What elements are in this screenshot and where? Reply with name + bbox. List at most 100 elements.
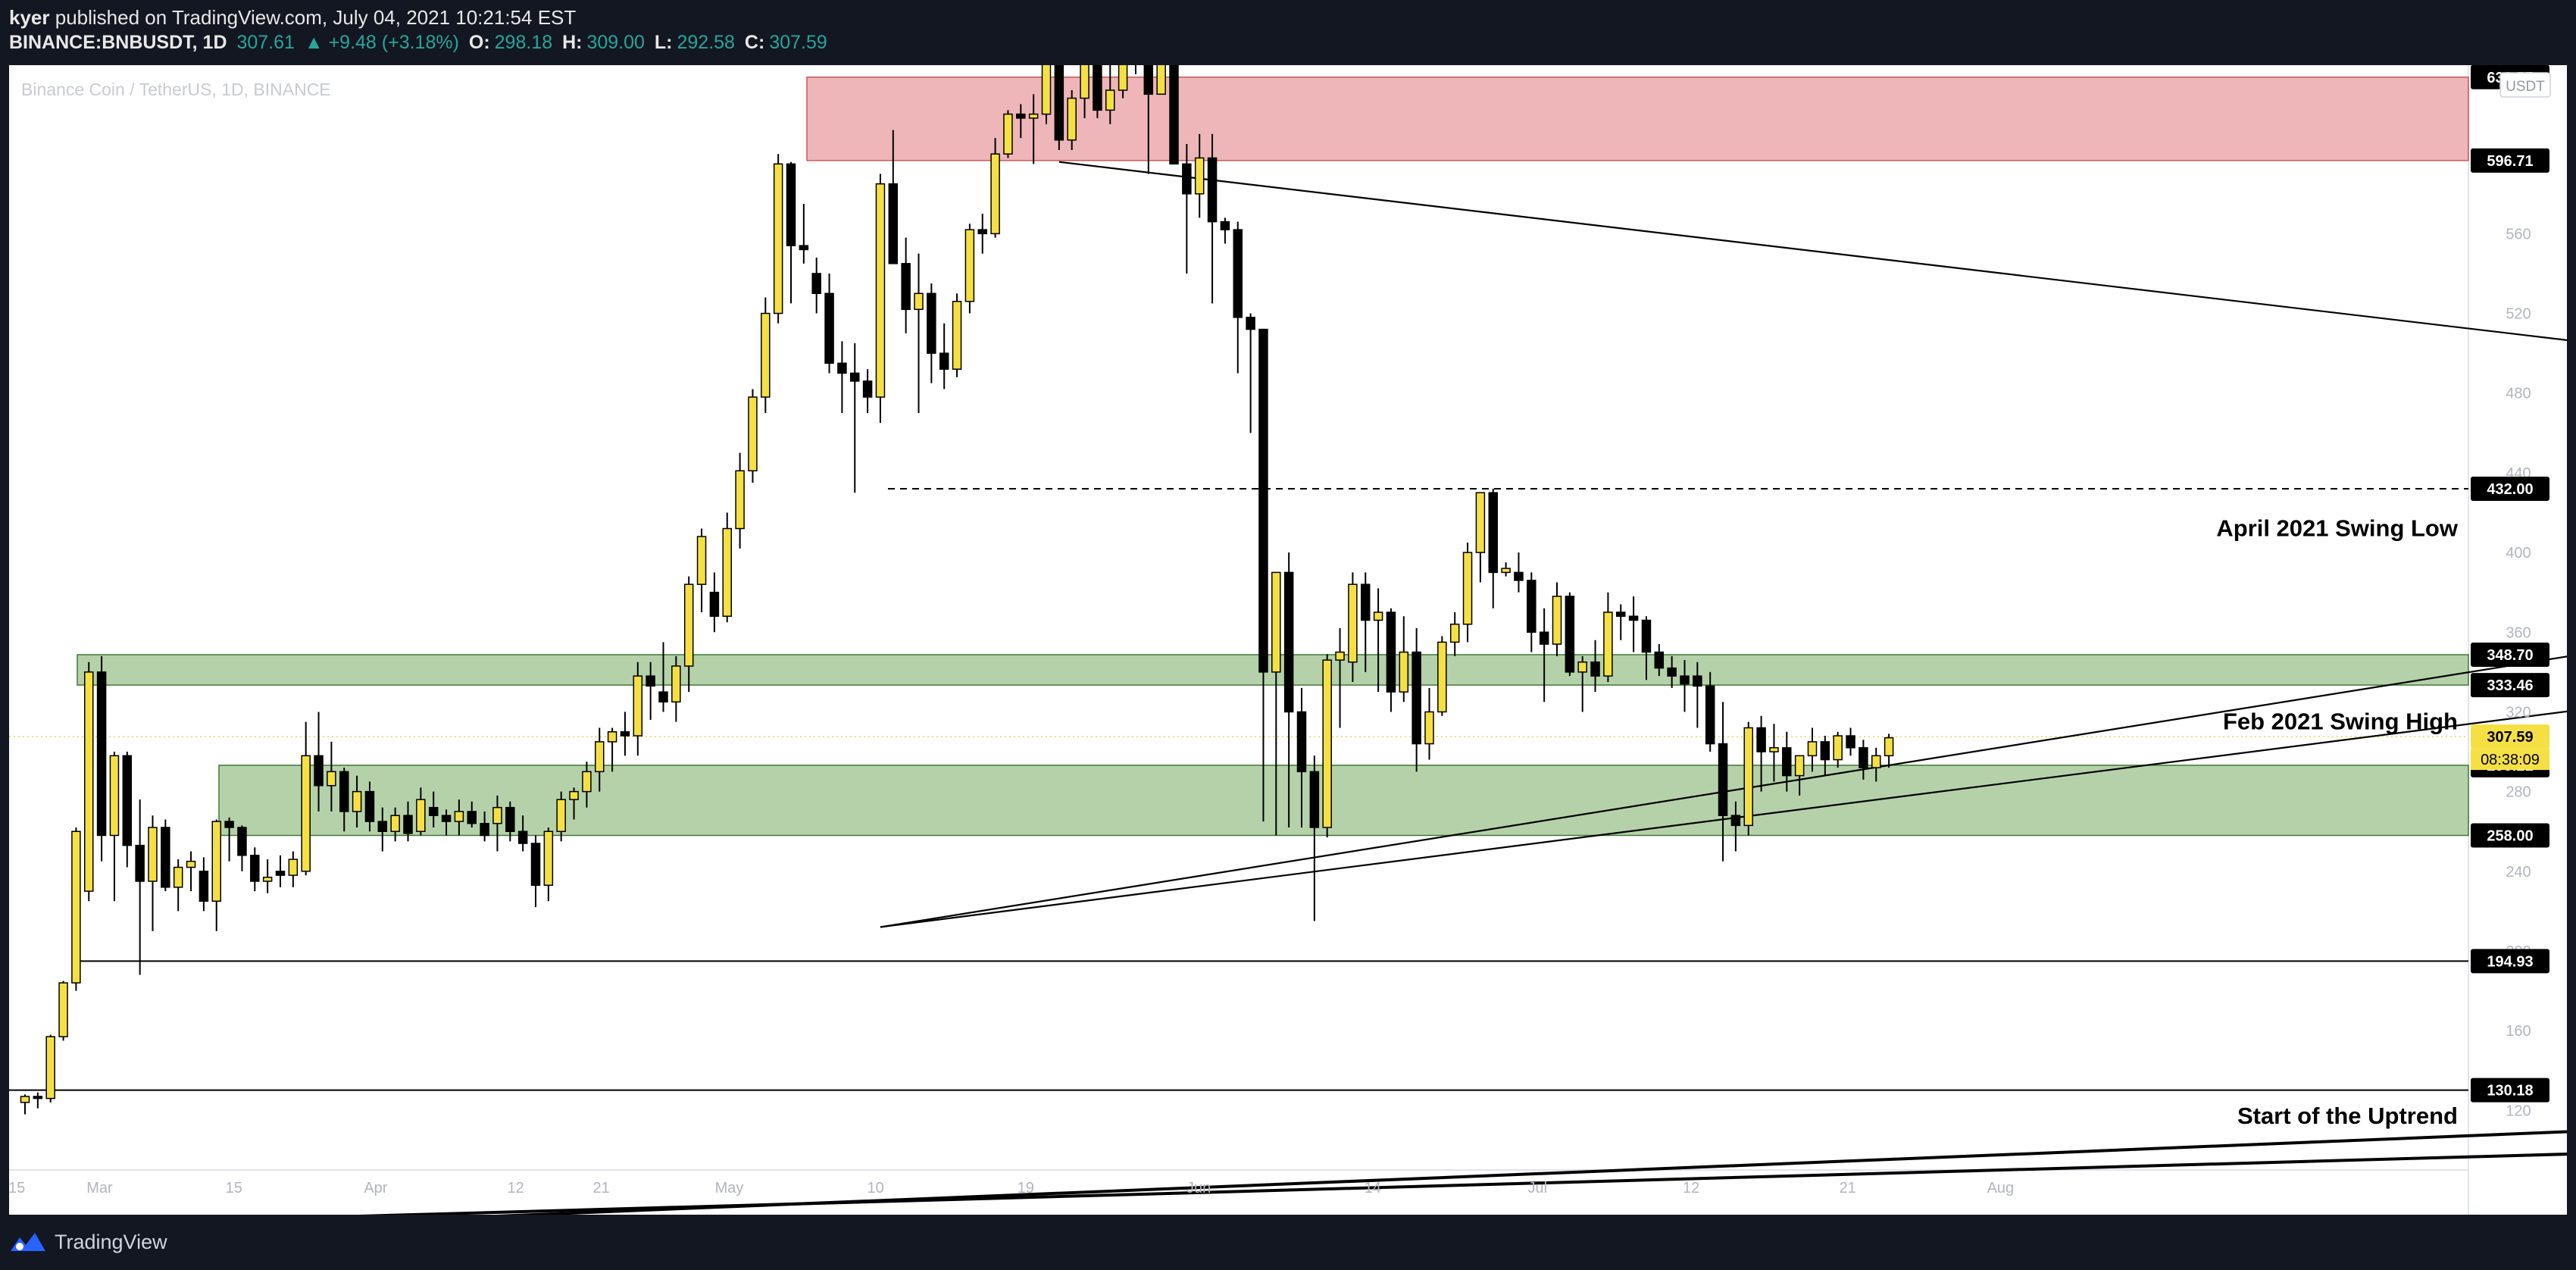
price-tag-level-3: 130.18 bbox=[2471, 1078, 2549, 1103]
currency-badge[interactable]: USDT bbox=[2499, 72, 2551, 98]
candle-108 bbox=[1399, 616, 1409, 702]
price-tag-zone-1-low: 333.46 bbox=[2471, 673, 2549, 698]
candle-body-55 bbox=[722, 527, 732, 617]
candle-body-107 bbox=[1386, 612, 1396, 693]
price-tag-zone-1-low-box bbox=[2471, 673, 2549, 698]
y-tick-label-12: 560 bbox=[2506, 226, 2531, 242]
annotation-3: Start of the Uptrend bbox=[2237, 1103, 2458, 1129]
candle-43 bbox=[569, 787, 579, 820]
candle-112 bbox=[1449, 612, 1460, 656]
candle-body-90 bbox=[1169, 65, 1179, 165]
candle-66 bbox=[862, 369, 873, 414]
y-tick-label-2: 160 bbox=[2506, 1023, 2531, 1040]
price-tag-zone-1-low-text: 333.46 bbox=[2487, 677, 2533, 694]
candle-67 bbox=[875, 174, 886, 424]
candle-body-65 bbox=[850, 372, 860, 382]
candle-106 bbox=[1373, 588, 1383, 693]
price-tag-last-countdown-box bbox=[2471, 749, 2549, 771]
trendlines-layer bbox=[358, 161, 2567, 1215]
candle-97 bbox=[1258, 328, 1268, 822]
candle-109 bbox=[1411, 628, 1421, 772]
candle-146 bbox=[1884, 734, 1894, 768]
candle-body-16 bbox=[224, 821, 234, 828]
candle-13 bbox=[186, 851, 196, 892]
low-label: L: bbox=[654, 32, 673, 53]
candle-body-140 bbox=[1807, 741, 1818, 757]
x-tick-label-8: 19 bbox=[1018, 1180, 1034, 1196]
brand[interactable]: TradingView bbox=[9, 1230, 167, 1254]
trendline-4 bbox=[496, 1130, 2567, 1215]
tradingview-logo-icon bbox=[11, 1233, 45, 1251]
candle-82 bbox=[1067, 90, 1077, 150]
candle-body-129 bbox=[1667, 667, 1677, 677]
candle-body-31 bbox=[416, 799, 426, 832]
x-tick-label-6: May bbox=[715, 1180, 744, 1196]
candle-body-92 bbox=[1194, 157, 1205, 195]
candle-8 bbox=[122, 752, 133, 868]
candle-body-145 bbox=[1871, 755, 1881, 768]
candle-body-133 bbox=[1718, 743, 1728, 816]
candle-59 bbox=[773, 154, 783, 324]
candle-body-81 bbox=[1054, 65, 1064, 141]
candle-body-59 bbox=[773, 163, 783, 314]
candle-44 bbox=[582, 762, 592, 808]
candle-131 bbox=[1693, 662, 1702, 728]
candle-body-118 bbox=[1527, 580, 1537, 633]
price-change: ▲ +9.48 (+3.18%) bbox=[304, 32, 459, 53]
candle-body-54 bbox=[709, 591, 720, 617]
publisher-name[interactable]: kyer bbox=[9, 6, 50, 29]
candle-133 bbox=[1718, 702, 1728, 862]
candle-76 bbox=[990, 138, 1000, 238]
candle-body-68 bbox=[888, 183, 899, 264]
x-tick-label-3: Apr bbox=[364, 1180, 387, 1196]
candle-body-6 bbox=[96, 671, 107, 837]
candle-body-117 bbox=[1514, 571, 1524, 581]
price-tag-zone-2-low-text: 258.00 bbox=[2487, 827, 2533, 844]
candle-body-86 bbox=[1118, 65, 1128, 91]
candle-119 bbox=[1539, 608, 1549, 702]
candle-body-89 bbox=[1156, 65, 1166, 95]
price-tag-zone-1-high: 348.70 bbox=[2471, 642, 2549, 667]
candle-86 bbox=[1118, 65, 1128, 99]
candle-84 bbox=[1093, 65, 1102, 118]
candle-body-44 bbox=[582, 771, 592, 793]
candle-39 bbox=[517, 815, 528, 852]
annotation-2: Feb 2021 Swing High bbox=[2223, 709, 2458, 735]
candle-body-78 bbox=[1016, 113, 1026, 119]
candle-78 bbox=[1016, 104, 1026, 139]
candle-93 bbox=[1207, 133, 1218, 304]
x-tick-label-13: 21 bbox=[1840, 1180, 1856, 1196]
time-axis[interactable]: 15 Mar 15 Apr 12 21 May 10 19 Jun 14 Jul 12 21 Aug bbox=[9, 1180, 2014, 1196]
y-tick-label-8: 400 bbox=[2506, 545, 2531, 561]
candle-98 bbox=[1271, 571, 1281, 836]
candle-body-45 bbox=[595, 741, 605, 773]
candle-body-0 bbox=[20, 1096, 30, 1103]
price-tag-zone-1-high-box bbox=[2471, 642, 2549, 667]
symbol-label[interactable]: BINANCE:BNBUSDT, 1D bbox=[9, 32, 227, 53]
y-tick-label-4: 240 bbox=[2506, 864, 2531, 881]
candle-85 bbox=[1105, 65, 1115, 124]
candle-body-3 bbox=[58, 982, 68, 1037]
candle-body-109 bbox=[1411, 651, 1421, 745]
candle-124 bbox=[1603, 592, 1613, 683]
candle-body-97 bbox=[1258, 328, 1268, 673]
candle-body-41 bbox=[543, 831, 554, 886]
candle-body-98 bbox=[1271, 571, 1281, 673]
candle-58 bbox=[761, 297, 771, 414]
candle-body-127 bbox=[1641, 619, 1652, 653]
candle-21 bbox=[288, 851, 299, 887]
candle-body-10 bbox=[148, 827, 158, 882]
candle-body-32 bbox=[428, 806, 439, 816]
candle-body-85 bbox=[1105, 89, 1115, 111]
candle-125 bbox=[1616, 604, 1626, 640]
candle-115 bbox=[1488, 488, 1498, 608]
candle-16 bbox=[224, 817, 234, 862]
candle-body-80 bbox=[1041, 65, 1052, 115]
candle-body-103 bbox=[1335, 651, 1345, 661]
candle-116 bbox=[1501, 562, 1511, 577]
candle-31 bbox=[416, 787, 426, 836]
candle-117 bbox=[1514, 552, 1524, 593]
candle-71 bbox=[927, 283, 936, 383]
